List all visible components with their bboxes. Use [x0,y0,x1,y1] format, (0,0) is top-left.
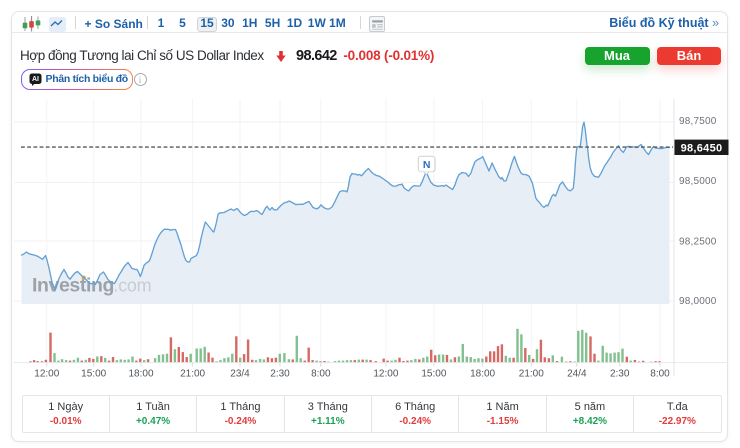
svg-text:98,7500: 98,7500 [679,116,717,127]
svg-text:AI: AI [32,76,39,83]
svg-text:12:00: 12:00 [373,368,398,379]
svg-text:98,0000: 98,0000 [679,296,717,307]
svg-text:21:00: 21:00 [180,368,205,379]
svg-text:98,5000: 98,5000 [679,176,717,187]
svg-text:18:00: 18:00 [128,368,153,379]
svg-text:2:30: 2:30 [610,368,630,379]
svg-text:12:00: 12:00 [34,368,59,379]
svg-text:18:00: 18:00 [470,368,495,379]
svg-text:8:00: 8:00 [311,368,331,379]
svg-text:23/4: 23/4 [230,368,250,379]
svg-text:.com: .com [114,275,152,295]
svg-text:2:30: 2:30 [270,368,290,379]
svg-text:15:00: 15:00 [421,368,446,379]
svg-text:Investing: Investing [32,274,114,296]
svg-text:N: N [423,159,431,171]
svg-text:98,6450: 98,6450 [681,142,723,154]
svg-text:98,2500: 98,2500 [679,236,717,247]
svg-text:24/4: 24/4 [567,368,587,379]
svg-text:15:00: 15:00 [81,368,106,379]
svg-text:8:00: 8:00 [650,368,670,379]
svg-text:21:00: 21:00 [519,368,544,379]
